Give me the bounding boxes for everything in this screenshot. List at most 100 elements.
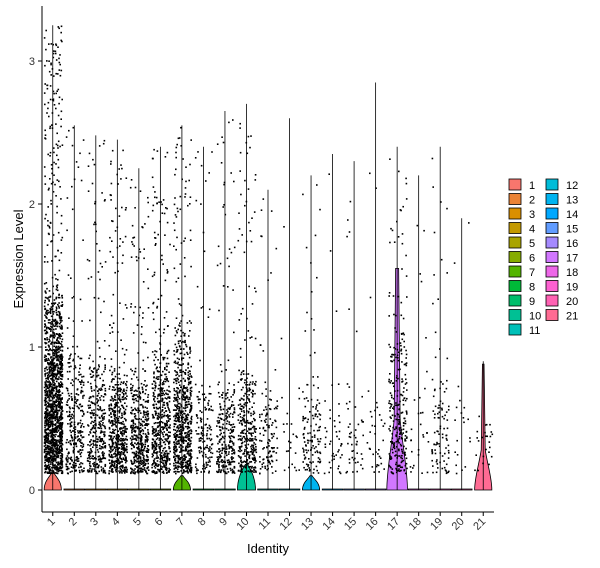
jitter-point (55, 143, 58, 146)
jitter-point (111, 459, 113, 462)
jitter-point (173, 409, 176, 411)
jitter-point (57, 371, 59, 374)
jitter-point (184, 237, 186, 240)
jitter-point (145, 413, 147, 416)
jitter-point (45, 367, 47, 370)
jitter-point (49, 178, 51, 180)
jitter-point (196, 414, 198, 417)
jitter-point (45, 310, 48, 313)
jitter-point (95, 435, 98, 438)
jitter-point (59, 354, 61, 356)
jitter-point (49, 394, 51, 396)
jitter-point (163, 431, 165, 433)
jitter-point (169, 469, 171, 471)
jitter-point (44, 375, 47, 377)
jitter-point (177, 277, 180, 279)
jitter-point (124, 428, 126, 430)
jitter-point (123, 432, 125, 434)
jitter-point (54, 335, 56, 337)
jitter-point (52, 463, 54, 465)
jitter-point (75, 443, 77, 446)
jitter-point (60, 455, 62, 457)
jitter-point (126, 468, 128, 471)
jitter-point (181, 449, 184, 452)
jitter-point (119, 383, 122, 386)
jitter-point (180, 429, 182, 431)
jitter-point (104, 366, 106, 368)
jitter-point (55, 426, 57, 429)
jitter-point (88, 434, 90, 436)
jitter-point (69, 457, 72, 460)
jitter-point (197, 396, 199, 398)
jitter-point (59, 384, 61, 387)
jitter-point (175, 216, 178, 218)
jitter-point (51, 407, 53, 409)
jitter-point (224, 472, 226, 475)
jitter-point (55, 356, 57, 358)
jitter-point (92, 395, 95, 398)
jitter-point (135, 459, 137, 462)
jitter-point (195, 468, 198, 470)
jitter-point (94, 200, 97, 203)
jitter-point (188, 430, 190, 433)
jitter-point (44, 346, 47, 348)
jitter-point (155, 463, 158, 465)
jitter-point (209, 460, 211, 463)
jitter-point (54, 383, 56, 385)
jitter-point (44, 314, 46, 317)
jitter-point (79, 419, 82, 422)
jitter-point (137, 409, 140, 412)
jitter-point (163, 427, 166, 429)
jitter-point (73, 423, 76, 426)
jitter-point (155, 243, 157, 245)
jitter-point (225, 422, 228, 425)
jitter-point (53, 147, 55, 149)
jitter-point (70, 431, 72, 434)
jitter-point (117, 377, 119, 380)
jitter-point (108, 435, 110, 437)
jitter-point (55, 428, 57, 431)
jitter-point (156, 422, 159, 424)
jitter-point (228, 451, 230, 453)
jitter-point (68, 358, 70, 360)
jitter-point (55, 107, 57, 110)
jitter-point (115, 448, 117, 451)
jitter-point (130, 412, 133, 415)
jitter-point (53, 390, 55, 392)
jitter-point (119, 390, 121, 392)
jitter-point (165, 410, 168, 412)
jitter-point (121, 447, 124, 450)
jitter-point (231, 447, 234, 450)
jitter-point (152, 429, 155, 431)
jitter-point (61, 460, 64, 463)
jitter-point (180, 448, 182, 451)
jitter-point (100, 415, 103, 418)
jitter-point (166, 433, 169, 436)
jitter-point (206, 433, 208, 435)
jitter-point (182, 158, 184, 160)
jitter-point (130, 471, 132, 474)
jitter-point (111, 240, 113, 242)
jitter-point (153, 359, 155, 362)
jitter-point (119, 245, 121, 247)
jitter-point (111, 331, 114, 333)
jitter-point (113, 410, 116, 413)
jitter-point (208, 470, 210, 473)
jitter-point (81, 409, 83, 412)
jitter-point (45, 390, 47, 392)
jitter-point (167, 393, 169, 396)
jitter-point (168, 396, 171, 398)
jitter-point (124, 304, 127, 306)
jitter-point (131, 431, 133, 433)
jitter-point (72, 358, 75, 361)
jitter-point (116, 467, 119, 469)
jitter-point (224, 435, 226, 438)
jitter-point (68, 410, 71, 413)
jitter-point (76, 345, 79, 348)
jitter-point (133, 390, 136, 392)
jitter-point (51, 427, 54, 430)
jitter-point (51, 371, 54, 374)
jitter-point (95, 230, 97, 233)
jitter-point (221, 136, 223, 138)
jitter-point (72, 449, 75, 452)
